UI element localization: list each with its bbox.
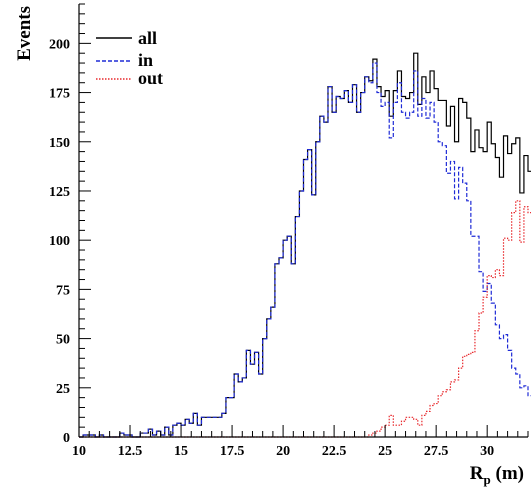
legend-label-in: in	[138, 50, 153, 70]
x-tick-label: 12.5	[118, 444, 143, 459]
y-tick-label: 25	[56, 382, 70, 397]
y-tick-label: 100	[49, 234, 70, 249]
y-tick-label: 0	[63, 431, 70, 446]
legend-label-out: out	[138, 68, 163, 88]
y-tick-label: 75	[56, 283, 70, 298]
x-tick-label: 20	[276, 444, 290, 459]
x-tick-label: 15	[174, 444, 188, 459]
x-axis-title-unit: (m)	[491, 463, 524, 484]
x-tick-label: 27.5	[424, 444, 449, 459]
x-tick-label: 17.5	[220, 444, 245, 459]
series-all	[79, 52, 531, 438]
x-tick-label: 10	[72, 444, 86, 459]
x-axis-title-main: R	[470, 463, 484, 484]
x-axis-title: Rp (m)	[470, 463, 524, 487]
legend: all in out	[96, 28, 163, 88]
x-tick-label: 30	[480, 444, 494, 459]
ticks-layer: 10 12.5 15 17.5 20 22.5 25 27.5 30 0 25 50 75 100 125 1…	[49, 3, 529, 459]
y-tick-label: 175	[49, 87, 70, 102]
series-layer	[79, 52, 531, 438]
y-tick-label: 125	[49, 185, 70, 200]
x-axis-title-subscript: p	[484, 472, 491, 487]
y-tick-label: 50	[56, 333, 70, 348]
y-tick-label: 150	[49, 136, 70, 151]
legend-label-all: all	[138, 28, 157, 48]
series-out	[79, 200, 531, 438]
y-axis-title: Events	[14, 6, 35, 61]
series-in	[79, 62, 531, 438]
y-tick-label: 200	[49, 37, 70, 52]
x-tick-label: 25	[378, 444, 392, 459]
x-tick-label: 22.5	[322, 444, 347, 459]
